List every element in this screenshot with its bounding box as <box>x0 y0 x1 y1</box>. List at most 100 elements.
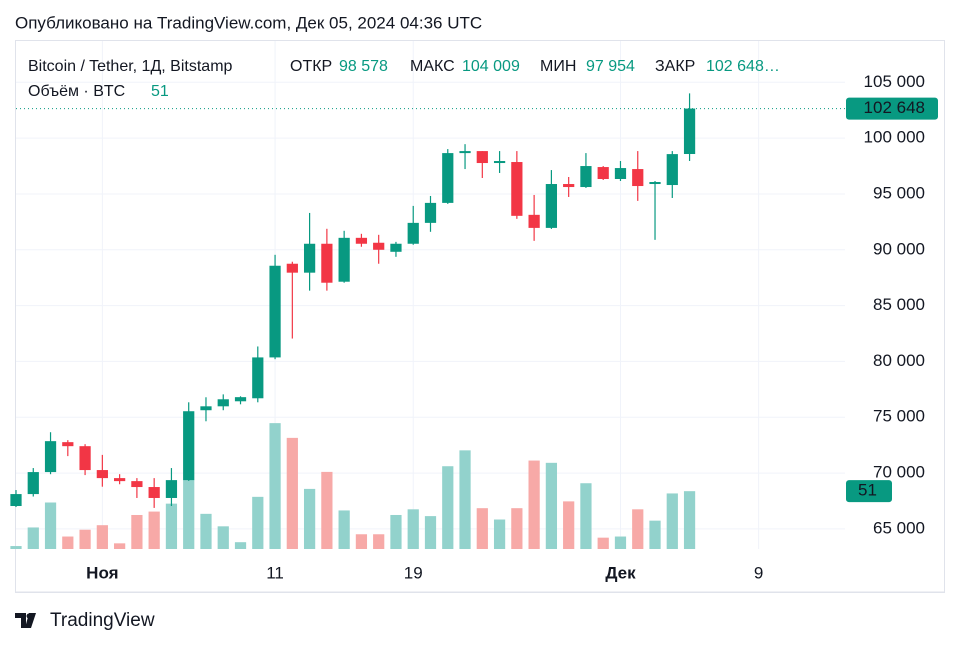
candle-body <box>96 470 108 479</box>
candle-body <box>252 357 264 399</box>
volume-bar <box>96 525 108 549</box>
candle-body <box>165 480 178 498</box>
volume-bar <box>44 502 57 549</box>
legend-value: 97 954 <box>586 58 635 75</box>
legend-value: 98 578 <box>339 58 388 75</box>
x-tick-label: Ноя <box>86 563 118 582</box>
x-tick-label: 11 <box>266 563 284 582</box>
volume-bar <box>148 511 160 549</box>
candle-body <box>493 161 506 164</box>
candle-body <box>563 184 575 188</box>
candle-body <box>44 441 57 473</box>
y-tick-label: 105 000 <box>864 72 925 91</box>
candle-body <box>355 237 368 244</box>
volume-bar <box>563 501 575 549</box>
volume-bar <box>79 529 91 549</box>
candle-body <box>62 442 74 447</box>
volume-bar <box>338 510 350 549</box>
legend-value: 104 009 <box>462 58 520 75</box>
volume-bar <box>62 536 74 549</box>
volume-bar <box>131 514 143 549</box>
candle-body <box>390 243 402 252</box>
candle-body <box>27 472 39 495</box>
candle-body <box>528 214 540 228</box>
y-tick-label: 90 000 <box>873 239 925 258</box>
y-tick-label: 80 000 <box>873 351 925 370</box>
volume-bar <box>580 483 592 549</box>
volume-bar <box>666 493 678 549</box>
candle-body <box>373 242 385 250</box>
legend-label: МАКС <box>410 58 455 75</box>
volume-bar <box>424 516 437 549</box>
y-tick-label: 75 000 <box>873 407 925 426</box>
volume-bar <box>511 508 523 549</box>
candle-body <box>459 151 471 154</box>
x-tick-label: 19 <box>404 563 423 582</box>
candle-body <box>286 263 298 273</box>
candle-body <box>632 169 644 187</box>
plot-area <box>10 41 845 549</box>
y-tick-label: 95 000 <box>873 183 925 202</box>
volume-bar <box>27 527 39 549</box>
volume-bar <box>355 534 368 549</box>
legend-label: МИН <box>540 58 576 75</box>
candle-body <box>511 162 523 216</box>
volume-bar <box>303 488 316 549</box>
candle-body <box>114 478 126 482</box>
candle-body <box>79 446 91 471</box>
logo-text: TradingView <box>50 610 155 631</box>
candle-body <box>200 406 212 411</box>
legend-value: 102 648… <box>706 58 780 75</box>
volume-bar <box>234 542 247 549</box>
y-tick-label: 85 000 <box>873 295 925 314</box>
candle-body <box>338 237 350 282</box>
volume-bar <box>459 450 471 549</box>
volume-legend-value: 51 <box>151 83 169 100</box>
candle-body <box>614 168 627 179</box>
x-tick-label: 9 <box>754 563 763 582</box>
candle-body <box>545 184 558 228</box>
candle-body <box>407 222 419 244</box>
volume-bar <box>476 508 488 549</box>
volume-bar <box>10 546 22 549</box>
y-tick-label: 70 000 <box>873 463 925 482</box>
legend-label: ОТКР <box>290 58 332 75</box>
volume-bar <box>217 526 229 549</box>
published-note: Опубликовано на TradingView.com, Дек 05,… <box>15 13 482 32</box>
volume-bar <box>165 503 178 549</box>
candle-body <box>649 182 661 185</box>
candle-body <box>597 167 609 179</box>
volume-bar <box>442 466 454 549</box>
price-label-box <box>846 97 938 120</box>
candle-body <box>424 202 437 223</box>
candle-body <box>131 481 143 488</box>
candle-body <box>217 399 229 407</box>
candle-body <box>234 397 247 402</box>
volume-bar <box>597 537 609 549</box>
legend-label: ЗАКР <box>655 58 695 75</box>
volume-bar <box>407 509 419 549</box>
volume-bar <box>321 471 333 549</box>
volume-bar <box>114 543 126 549</box>
x-tick-label: Дек <box>605 563 636 582</box>
volume-bar <box>528 460 540 549</box>
volume-label-box <box>846 480 892 503</box>
volume-bar <box>683 491 696 549</box>
volume-bar <box>200 513 212 549</box>
volume-bar <box>252 496 264 549</box>
candle-body <box>303 243 316 273</box>
candle-body <box>183 411 195 481</box>
volume-label: 51 <box>858 481 877 500</box>
candle-body <box>580 166 592 188</box>
y-tick-label: 65 000 <box>873 518 925 537</box>
candle-body <box>666 154 678 186</box>
volume-bar <box>269 423 281 549</box>
volume-bar <box>632 509 644 549</box>
volume-bar <box>545 462 558 549</box>
volume-bar <box>649 520 661 549</box>
chart-title: Bitcoin / Tether, 1Д, Bitstamp <box>28 58 233 75</box>
price-label: 102 648 <box>864 98 925 117</box>
volume-bar <box>286 437 298 549</box>
volume-bar <box>373 534 385 549</box>
